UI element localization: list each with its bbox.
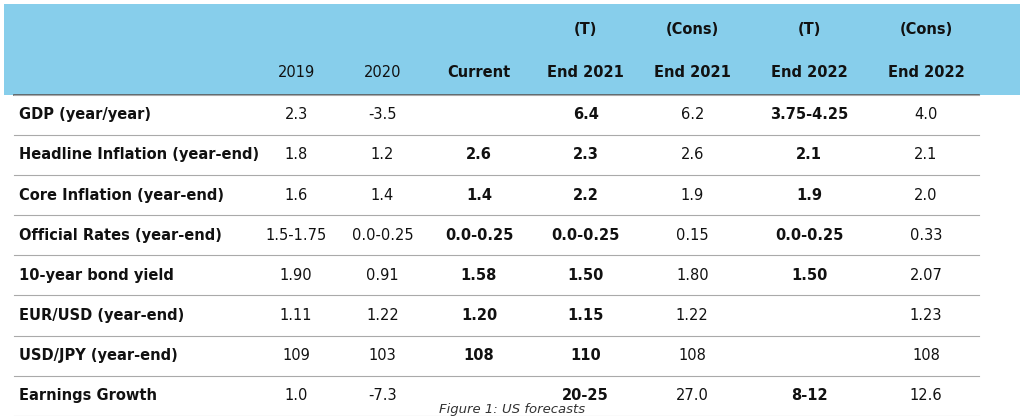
- Text: USD/JPY (year-end): USD/JPY (year-end): [19, 348, 178, 363]
- Text: 10-year bond yield: 10-year bond yield: [19, 268, 174, 283]
- Text: 27.0: 27.0: [676, 388, 709, 403]
- Text: EUR/USD (year-end): EUR/USD (year-end): [19, 308, 184, 323]
- Text: 1.15: 1.15: [567, 308, 604, 323]
- Text: 1.23: 1.23: [909, 308, 942, 323]
- Text: 108: 108: [912, 348, 940, 363]
- Text: 0.0-0.25: 0.0-0.25: [351, 228, 414, 243]
- Text: 1.0: 1.0: [285, 388, 308, 403]
- Text: 0.0-0.25: 0.0-0.25: [775, 228, 844, 243]
- Text: 1.22: 1.22: [367, 308, 399, 323]
- Text: 1.22: 1.22: [676, 308, 709, 323]
- Text: 110: 110: [570, 348, 601, 363]
- Text: 1.6: 1.6: [285, 188, 308, 202]
- Text: 2.3: 2.3: [285, 107, 308, 122]
- Text: 2.1: 2.1: [796, 147, 822, 163]
- Text: 2019: 2019: [278, 65, 314, 80]
- Text: 0.0-0.25: 0.0-0.25: [444, 228, 513, 243]
- Text: 3.75-4.25: 3.75-4.25: [770, 107, 848, 122]
- Text: 0.91: 0.91: [367, 268, 398, 283]
- Text: 1.11: 1.11: [280, 308, 312, 323]
- Text: End 2021: End 2021: [654, 65, 731, 80]
- Text: 1.8: 1.8: [285, 147, 308, 163]
- Text: 1.90: 1.90: [280, 268, 312, 283]
- Text: (T): (T): [573, 22, 597, 37]
- Text: 2.1: 2.1: [914, 147, 938, 163]
- Text: 1.20: 1.20: [461, 308, 497, 323]
- Text: 1.58: 1.58: [461, 268, 498, 283]
- Text: 2.07: 2.07: [909, 268, 942, 283]
- Text: -7.3: -7.3: [369, 388, 397, 403]
- Text: 2.6: 2.6: [466, 147, 492, 163]
- Text: Official Rates (year-end): Official Rates (year-end): [19, 228, 222, 243]
- Text: 1.80: 1.80: [676, 268, 709, 283]
- Text: End 2022: End 2022: [888, 65, 965, 80]
- Text: 108: 108: [678, 348, 707, 363]
- Text: 103: 103: [369, 348, 396, 363]
- Text: 1.2: 1.2: [371, 147, 394, 163]
- Text: (Cons): (Cons): [899, 22, 952, 37]
- Text: 2.3: 2.3: [572, 147, 599, 163]
- Text: 0.0-0.25: 0.0-0.25: [552, 228, 620, 243]
- Text: 6.4: 6.4: [572, 107, 599, 122]
- Text: 2020: 2020: [364, 65, 401, 80]
- Text: -3.5: -3.5: [369, 107, 396, 122]
- Text: 1.50: 1.50: [791, 268, 827, 283]
- Text: 0.15: 0.15: [676, 228, 709, 243]
- Text: 2.6: 2.6: [681, 147, 703, 163]
- Text: 1.4: 1.4: [466, 188, 492, 202]
- Text: 1.9: 1.9: [796, 188, 822, 202]
- Text: Current: Current: [447, 65, 511, 80]
- Text: 1.50: 1.50: [567, 268, 604, 283]
- Text: 1.9: 1.9: [681, 188, 703, 202]
- Text: 109: 109: [283, 348, 310, 363]
- Text: Core Inflation (year-end): Core Inflation (year-end): [19, 188, 224, 202]
- Text: Headline Inflation (year-end): Headline Inflation (year-end): [19, 147, 259, 163]
- Text: 1.5-1.75: 1.5-1.75: [265, 228, 327, 243]
- Text: End 2021: End 2021: [547, 65, 624, 80]
- Text: 0.33: 0.33: [909, 228, 942, 243]
- Text: 12.6: 12.6: [909, 388, 942, 403]
- Text: (T): (T): [798, 22, 821, 37]
- Text: 108: 108: [464, 348, 495, 363]
- Text: Earnings Growth: Earnings Growth: [19, 388, 158, 403]
- Text: 2.0: 2.0: [914, 188, 938, 202]
- Text: 20-25: 20-25: [562, 388, 609, 403]
- Text: (Cons): (Cons): [666, 22, 719, 37]
- Text: 8-12: 8-12: [791, 388, 827, 403]
- Text: 2.2: 2.2: [572, 188, 599, 202]
- FancyBboxPatch shape: [4, 4, 1020, 95]
- Text: GDP (year/year): GDP (year/year): [19, 107, 152, 122]
- Text: Figure 1: US forecasts: Figure 1: US forecasts: [439, 403, 585, 416]
- Text: 6.2: 6.2: [681, 107, 703, 122]
- Text: 1.4: 1.4: [371, 188, 394, 202]
- Text: End 2022: End 2022: [771, 65, 848, 80]
- Text: 4.0: 4.0: [914, 107, 938, 122]
